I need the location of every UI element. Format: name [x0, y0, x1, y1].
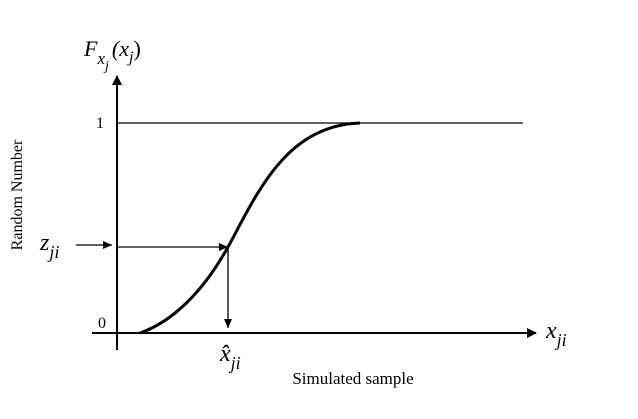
- sample-value-label: x̂ji: [219, 341, 241, 373]
- text-part: F: [83, 36, 98, 61]
- random-number-label: zji: [39, 230, 59, 262]
- x-axis-symbol: xji: [545, 318, 567, 350]
- lower-tick-label: 0: [98, 315, 106, 332]
- text-part: x: [96, 49, 105, 68]
- x-axis-label: Simulated sample: [292, 369, 413, 388]
- text-part: j: [103, 59, 109, 74]
- y-axis-label: Random Number: [9, 139, 26, 250]
- cdf-curve: [139, 121, 361, 335]
- text-part: x̂: [219, 341, 231, 367]
- text-part: j: [127, 49, 134, 66]
- axis-title: Fxj(xj): [83, 36, 141, 74]
- text-part: ): [133, 36, 140, 61]
- text-part: ji: [229, 353, 241, 373]
- text-part: z: [39, 230, 50, 256]
- text-part: x: [545, 318, 557, 344]
- text-part: ji: [47, 242, 59, 262]
- upper-tick-label: 1: [96, 115, 104, 132]
- text-part: ji: [555, 330, 567, 350]
- text-part: (x: [112, 36, 129, 61]
